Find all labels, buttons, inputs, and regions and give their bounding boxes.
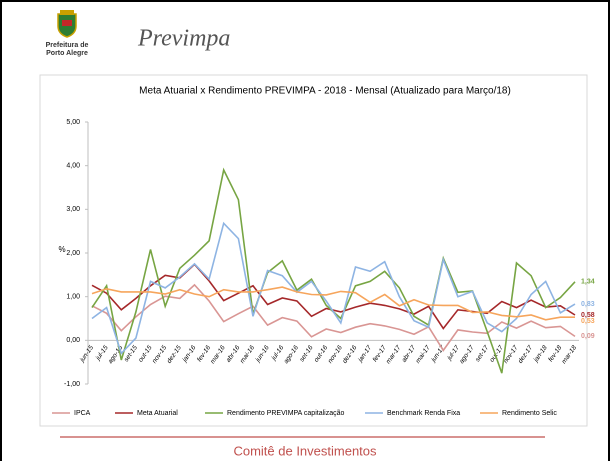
series-line <box>91 221 576 355</box>
y-axis-label: % <box>58 245 65 254</box>
data-label: 0,09 <box>581 333 595 340</box>
org-name: Prefeitura de <box>46 42 89 49</box>
y-tick-label: 2,00 <box>66 250 80 257</box>
y-tick-label: -1,00 <box>64 381 80 388</box>
y-tick-label: 5,00 <box>66 119 80 126</box>
org-name: Porto Alegre <box>46 50 88 57</box>
legend-label: Rendimento PREVIMPA capitalização <box>227 410 344 417</box>
y-tick-label: 1,00 <box>66 294 80 301</box>
legend-label: Rendimento Selic <box>502 410 557 417</box>
chart-title: Meta Atuarial x Rendimento PREVIMPA - 20… <box>139 86 511 97</box>
footer-text: Comitê de Investimentos <box>233 443 377 458</box>
chart-frame <box>39 74 588 427</box>
y-tick-label: 0,00 <box>66 337 80 344</box>
y-tick-label: 3,00 <box>66 206 80 213</box>
logo <box>57 10 77 38</box>
legend-label: Benchmark Renda Fixa <box>387 410 460 417</box>
data-label: 0,83 <box>581 301 595 308</box>
brand: Previmpa <box>137 26 230 52</box>
series-line <box>91 286 575 321</box>
series-line <box>91 263 576 330</box>
legend-label: IPCA <box>74 410 91 417</box>
legend-label: Meta Atuarial <box>137 410 178 417</box>
data-label: 0,58 <box>581 312 595 319</box>
data-label: 0,53 <box>581 318 595 325</box>
y-tick-label: 4,00 <box>66 163 80 170</box>
data-label: 1,34 <box>581 279 595 286</box>
